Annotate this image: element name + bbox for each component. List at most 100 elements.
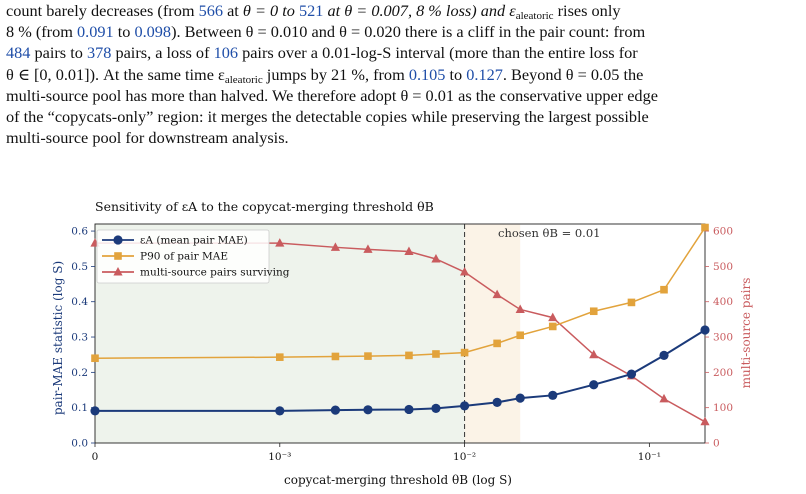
ref-value[interactable]: 484 (6, 43, 31, 63)
ref-value[interactable]: 566 (198, 1, 223, 20)
text-run: at (223, 1, 243, 20)
data-point (589, 349, 599, 359)
ref-value[interactable]: 106 (213, 43, 238, 63)
text-run: pairs over a 0.01-log-S interval (more t… (238, 43, 638, 63)
y-right-tick-label: 0 (713, 438, 720, 450)
ref-value[interactable]: 378 (86, 43, 112, 63)
data-point (548, 312, 558, 322)
data-point (700, 325, 710, 335)
y-axis-left-label: pair-MAE statistic (log S) (51, 261, 65, 415)
data-point (275, 353, 284, 361)
ref-value[interactable]: 0.105 (408, 64, 446, 84)
data-point (516, 331, 525, 340)
legend-entries: εA (mean pair MAE) P90 of pair MAE multi-s… (102, 235, 290, 279)
data-point (659, 393, 669, 403)
text-run: to (445, 64, 467, 84)
ref-value[interactable]: 0.127 (466, 64, 503, 84)
math-run: at θ = 0.007, 8 % loss) and ε (323, 1, 516, 20)
data-point (460, 348, 469, 357)
text-run: rises only (553, 1, 621, 20)
data-point (275, 406, 285, 416)
math-run: θ = 0 to (242, 1, 299, 20)
data-point (363, 244, 373, 253)
x-tick-label: 10⁻¹ (638, 451, 661, 463)
data-point (515, 393, 525, 403)
y-left-tick-label: 0.6 (71, 226, 88, 238)
data-point (405, 351, 413, 360)
chosen-threshold-annotation: chosen θB = 0.01 (498, 226, 600, 240)
chart-title: Sensitivity of εA to the copycat-merging… (95, 199, 434, 214)
y-left-tick-label: 0.5 (71, 261, 88, 273)
x-tick-label: 10⁻³ (268, 451, 291, 463)
series-0 (90, 325, 710, 416)
data-point (363, 405, 373, 415)
ref-value[interactable]: 0.091 (76, 22, 114, 42)
data-point (627, 298, 636, 307)
series-layer (90, 223, 710, 426)
text-run: pairs to (30, 43, 87, 63)
math-subscript: aleatoric (515, 10, 554, 22)
paragraph-line-4: θ ∈ [0, 0.01]). At the same time εaleato… (6, 64, 802, 86)
text-run: 8 % (from (6, 22, 77, 42)
paragraph-line-3: 484 pairs to 378 pairs, a loss of 106 pa… (6, 42, 802, 63)
data-point (548, 390, 558, 400)
x-tick-label: 0 (92, 451, 99, 463)
data-point (548, 322, 557, 331)
legend-label: multi-source pairs surviving (140, 267, 290, 279)
data-point (432, 350, 440, 358)
data-point (331, 352, 340, 361)
legend: εA (mean pair MAE) P90 of pair MAE multi-s… (96, 229, 290, 284)
y-right-tick-label: 300 (713, 332, 733, 344)
paragraph-line-1: count barely decreases (from 566 at θ = … (6, 0, 802, 22)
data-point (114, 252, 122, 260)
ref-value[interactable]: 521 (298, 1, 324, 20)
data-point (330, 405, 341, 415)
legend-label: εA (mean pair MAE) (140, 235, 248, 247)
series-1 (91, 223, 709, 363)
data-point (626, 369, 637, 379)
data-point (364, 352, 372, 360)
data-point (459, 267, 470, 276)
data-point (492, 289, 502, 299)
data-point (660, 285, 668, 294)
axes: 0 10⁻³ 10⁻² 10⁻¹ 0.0 0.1 0.2 0.3 0.4 0.5 0.6 0 100 20… (71, 226, 733, 463)
data-point (113, 267, 123, 276)
text-run: θ ∈ [0, 0.01]). At the same time ε (6, 64, 225, 84)
paragraph-line-7: multi-source pool for downstream analysi… (6, 128, 289, 148)
legend-label: P90 of pair MAE (140, 251, 228, 263)
legend-box (96, 229, 270, 284)
series-2 (90, 238, 710, 426)
y-left-tick-label: 0.3 (71, 332, 88, 344)
paragraph-line-5: multi-source pool has more than halved. … (6, 85, 658, 105)
y-right-tick-label: 200 (713, 367, 733, 379)
x-tick-label: 10⁻² (453, 451, 476, 463)
data-point (589, 380, 599, 390)
data-point (515, 304, 525, 313)
y-left-tick-label: 0.2 (71, 367, 88, 379)
text-run: . Beyond θ = 0.05 the (502, 64, 644, 84)
y-left-tick-label: 0.0 (71, 438, 88, 450)
data-point (330, 242, 341, 251)
data-point (113, 235, 123, 245)
data-point (701, 223, 709, 232)
data-point (431, 403, 441, 413)
y-left-tick-label: 0.1 (71, 402, 88, 414)
text-run: count barely decreases (from (6, 1, 199, 20)
paragraph-line-6: of the “copycats-only” region: it merges… (6, 106, 649, 126)
data-point (493, 339, 501, 348)
series-line (95, 242, 706, 423)
data-point (90, 406, 100, 416)
data-point (431, 253, 441, 263)
y-left-tick-label: 0.4 (71, 296, 88, 308)
y-right-tick-label: 600 (713, 226, 733, 238)
y-axis-right-label: multi-source pairs (739, 278, 753, 389)
data-point (91, 354, 99, 363)
data-point (589, 307, 598, 316)
y-right-tick-label: 100 (713, 402, 733, 414)
text-run: jumps by 21 %, from (262, 64, 409, 84)
text-run: ). Between θ = 0.010 and θ = 0.020 there… (171, 22, 646, 42)
y-right-tick-label: 400 (713, 296, 733, 308)
data-point (492, 397, 502, 407)
ref-value[interactable]: 0.098 (134, 22, 172, 42)
